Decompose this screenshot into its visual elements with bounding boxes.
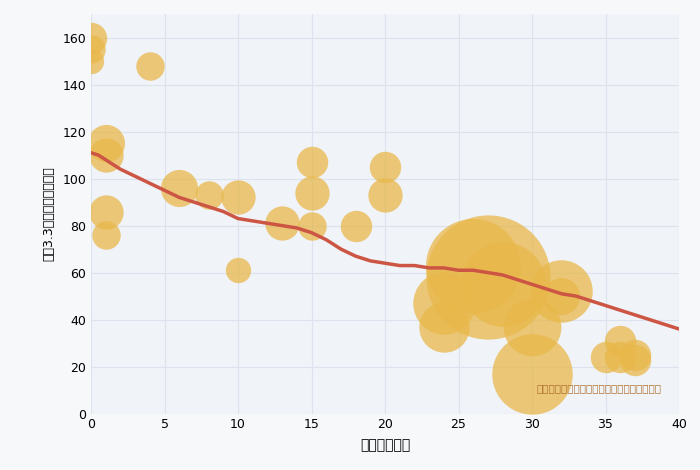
Point [85,34,97,41]
Point [438,299,449,307]
Point [144,62,155,70]
Point [468,262,479,269]
Point [100,151,111,159]
Point [203,191,214,199]
Point [497,281,508,288]
Point [556,292,567,300]
Point [276,219,288,227]
Point [100,231,111,239]
Point [629,351,641,359]
Point [379,191,391,199]
Y-axis label: 坪（3.3㎡）単価（万円）: 坪（3.3㎡）単価（万円） [42,166,55,261]
Point [306,158,317,166]
Point [100,140,111,147]
Point [174,184,185,192]
Point [615,353,626,361]
Point [232,194,244,201]
X-axis label: 築年数（年）: 築年数（年） [360,439,410,453]
Point [482,274,493,281]
Point [100,208,111,215]
Point [526,370,538,377]
Point [232,266,244,274]
Point [350,222,361,229]
Point [438,323,449,330]
Point [600,353,611,361]
Text: 円の大きさは、取引のあった物件面積を示す: 円の大きさは、取引のあった物件面積を示す [536,384,662,394]
Point [526,323,538,330]
Point [85,46,97,53]
Point [306,222,317,229]
Point [85,57,97,65]
Point [556,288,567,295]
Point [615,337,626,345]
Point [379,163,391,171]
Point [306,189,317,196]
Point [629,356,641,363]
